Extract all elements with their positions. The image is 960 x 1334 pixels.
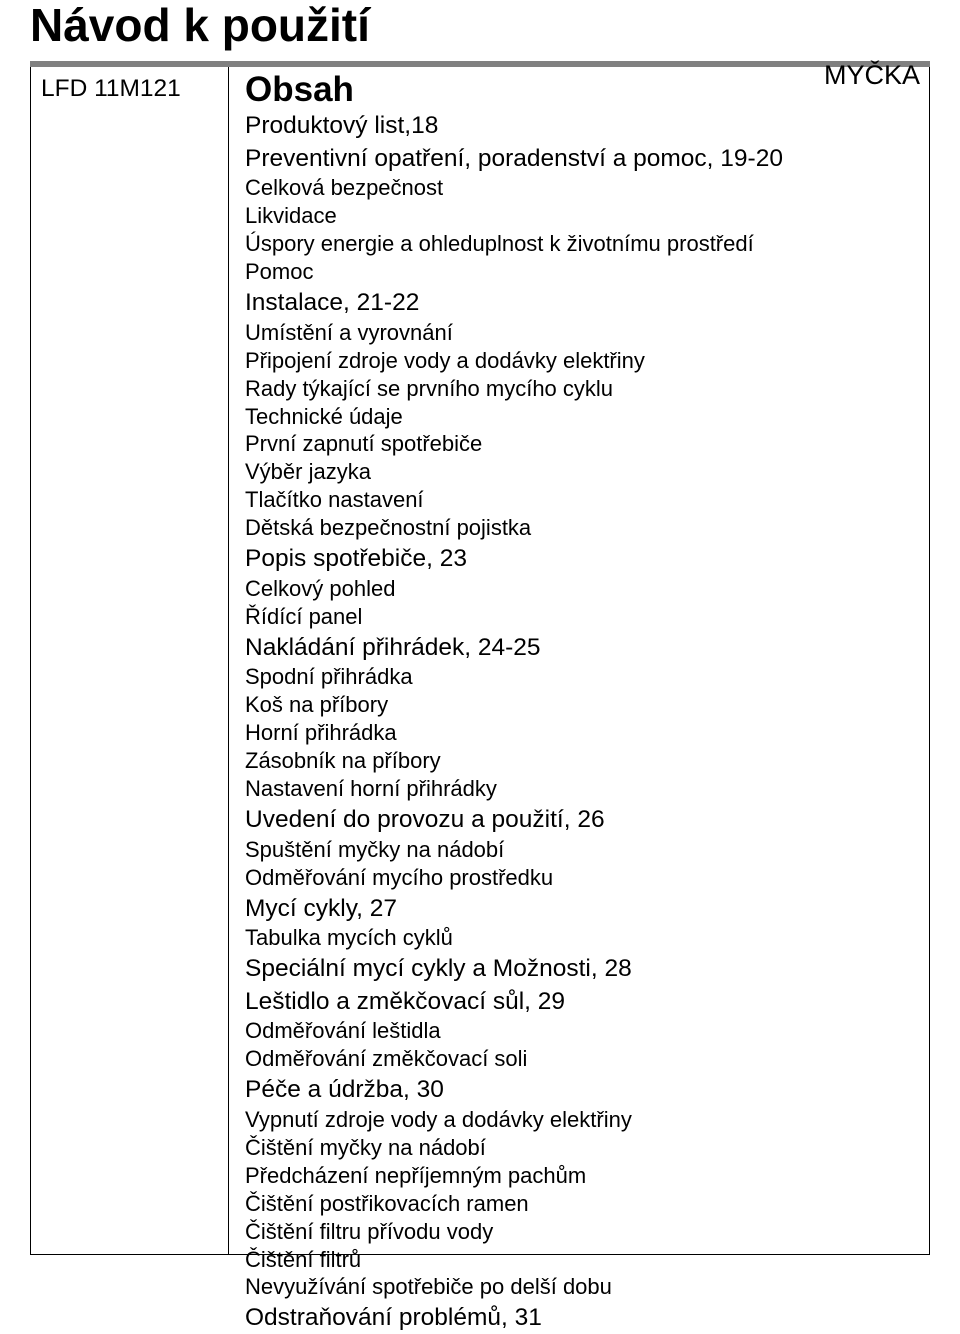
section-line: Odměřování změkčovací soli [245, 1045, 913, 1073]
page-title: Návod k použití [30, 0, 930, 51]
section-line: Čištění filtru přívodu vody [245, 1218, 913, 1246]
section-heading: Preventivní opatření, poradenství a pomo… [245, 144, 913, 175]
section-heading: Instalace, 21-22 [245, 288, 913, 319]
section-line: Nevyužívání spotřebiče po delší dobu [245, 1273, 913, 1301]
section-line: Likvidace [245, 202, 913, 230]
section-heading: Péče a údržba, 30 [245, 1075, 913, 1106]
section-line: Úspory energie a ohleduplnost k životním… [245, 230, 913, 258]
section-heading: Odstraňování problémů, 31 [245, 1303, 913, 1334]
section-line: Čištění postřikovacích ramen [245, 1190, 913, 1218]
section-line: První zapnutí spotřebiče [245, 430, 913, 458]
section-line: Čištění filtrů [245, 1246, 913, 1274]
section-line: Řídící panel [245, 603, 913, 631]
left-column: LFD 11M121 [31, 67, 229, 1254]
section-heading: Nakládání přihrádek, 24-25 [245, 633, 913, 664]
section-heading: Produktový list,18 [245, 111, 913, 142]
section-line: Koš na příbory [245, 691, 913, 719]
page-subtitle: MYČKA [824, 60, 920, 91]
section-line: Tabulka mycích cyklů [245, 924, 913, 952]
section-line: Pomoc [245, 258, 913, 286]
section-heading: Uvedení do provozu a použití, 26 [245, 805, 913, 836]
section-line: Technické údaje [245, 403, 913, 431]
section-heading: Speciální mycí cykly a Možnosti, 28 [245, 954, 913, 985]
sections-container: Produktový list,18Preventivní opatření, … [245, 111, 913, 1334]
section-heading: Mycí cykly, 27 [245, 894, 913, 925]
section-line: Zásobník na příbory [245, 747, 913, 775]
section-line: Horní přihrádka [245, 719, 913, 747]
section-line: Dětská bezpečnostní pojistka [245, 514, 913, 542]
content-table: LFD 11M121 Obsah Produktový list,18Preve… [30, 67, 930, 1255]
section-line: Umístění a vyrovnání [245, 319, 913, 347]
contents-heading: Obsah [245, 71, 913, 110]
section-heading: Popis spotřebiče, 23 [245, 544, 913, 575]
section-line: Celkový pohled [245, 575, 913, 603]
model-number: LFD 11M121 [41, 75, 218, 103]
section-line: Spuštění myčky na nádobí [245, 836, 913, 864]
section-line: Tlačítko nastavení [245, 486, 913, 514]
section-line: Odměřování mycího prostředku [245, 864, 913, 892]
section-heading: Leštidlo a změkčovací sůl, 29 [245, 987, 913, 1018]
section-line: Nastavení horní přihrádky [245, 775, 913, 803]
right-column: Obsah Produktový list,18Preventivní opat… [229, 67, 929, 1254]
section-line: Předcházení nepříjemným pachům [245, 1162, 913, 1190]
section-line: Rady týkající se prvního mycího cyklu [245, 375, 913, 403]
section-line: Odměřování leštidla [245, 1017, 913, 1045]
section-line: Celková bezpečnost [245, 174, 913, 202]
section-line: Spodní přihrádka [245, 663, 913, 691]
section-line: Připojení zdroje vody a dodávky elektřin… [245, 347, 913, 375]
page: Návod k použití MYČKA LFD 11M121 Obsah P… [0, 0, 960, 1302]
section-line: Výběr jazyka [245, 458, 913, 486]
section-line: Čištění myčky na nádobí [245, 1134, 913, 1162]
section-line: Vypnutí zdroje vody a dodávky elektřiny [245, 1106, 913, 1134]
